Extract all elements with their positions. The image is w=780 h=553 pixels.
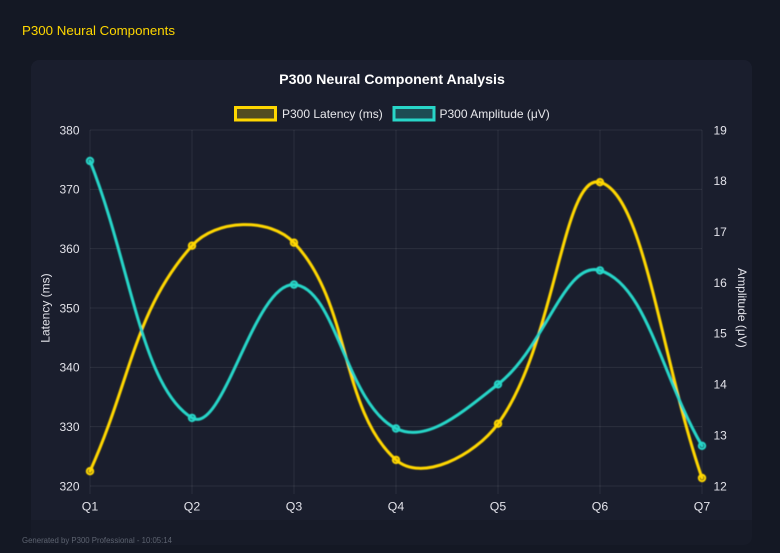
- svg-text:P300 Latency (ms): P300 Latency (ms): [282, 107, 383, 121]
- svg-text:P300 Amplitude (μV): P300 Amplitude (μV): [440, 107, 550, 121]
- svg-text:Q3: Q3: [286, 500, 303, 514]
- svg-text:320: 320: [59, 479, 79, 493]
- svg-text:Q6: Q6: [592, 500, 609, 514]
- svg-text:P300 Neural Components: P300 Neural Components: [22, 23, 175, 38]
- svg-text:Latency (ms): Latency (ms): [39, 273, 53, 342]
- svg-text:13: 13: [714, 428, 728, 442]
- svg-text:Generated by P300 Professional: Generated by P300 Professional - 10:05:1…: [22, 536, 173, 545]
- svg-text:330: 330: [59, 420, 79, 434]
- svg-text:17: 17: [714, 225, 728, 239]
- svg-text:370: 370: [59, 183, 79, 197]
- svg-text:Q2: Q2: [184, 500, 201, 514]
- svg-text:14: 14: [714, 378, 728, 392]
- svg-text:19: 19: [714, 123, 728, 137]
- svg-text:18: 18: [714, 174, 728, 188]
- svg-text:340: 340: [59, 361, 79, 375]
- svg-text:360: 360: [59, 242, 79, 256]
- svg-text:Q5: Q5: [490, 500, 507, 514]
- svg-text:350: 350: [59, 301, 79, 315]
- svg-text:12: 12: [714, 479, 728, 493]
- svg-text:Amplitude (μV): Amplitude (μV): [735, 268, 749, 348]
- svg-text:Q4: Q4: [388, 500, 405, 514]
- svg-text:15: 15: [714, 327, 728, 341]
- svg-text:380: 380: [59, 123, 79, 137]
- svg-text:P300 Neural Component Analysis: P300 Neural Component Analysis: [279, 72, 505, 88]
- svg-text:16: 16: [714, 276, 728, 290]
- svg-text:Q1: Q1: [82, 500, 99, 514]
- svg-text:Q7: Q7: [694, 500, 711, 514]
